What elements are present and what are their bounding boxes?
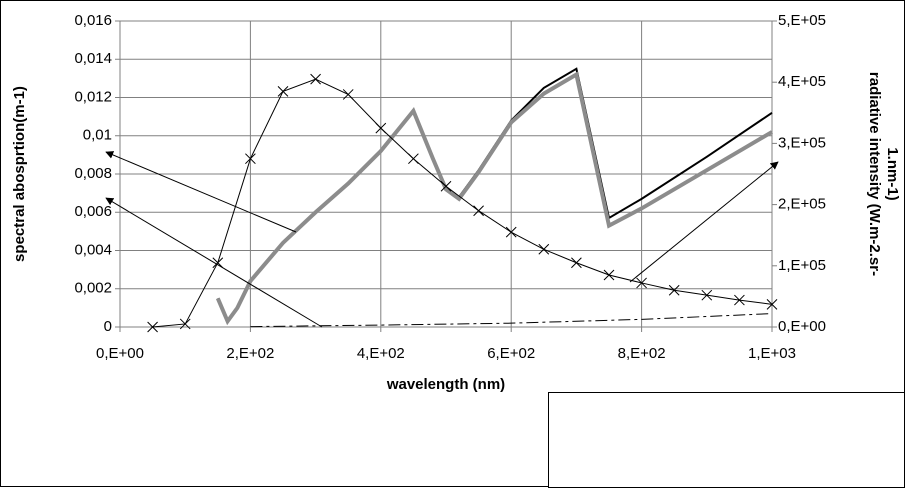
y-tick-label: 0,008	[74, 165, 112, 182]
point-marker	[701, 289, 713, 301]
y2-axis-label: radiative intensity (W.m-2.sr-	[866, 72, 883, 276]
point-marker	[147, 321, 158, 333]
y-tick-label: 0	[104, 318, 112, 335]
point-marker	[310, 73, 321, 85]
series-line	[152, 78, 773, 328]
y2-tick-label: 5,E+05	[778, 12, 826, 29]
series-line	[215, 71, 774, 326]
point-marker	[408, 153, 419, 165]
point-marker	[668, 284, 680, 296]
x-tick-label: 2,E+02	[226, 345, 274, 362]
arrow	[105, 151, 297, 233]
series-line	[250, 313, 773, 328]
point-marker	[342, 89, 354, 100]
x-tick-label: 0,E+00	[96, 345, 144, 362]
x-tick-label: 4,E+02	[357, 345, 405, 362]
point-marker	[375, 122, 387, 134]
x-tick-label: 6,E+02	[487, 345, 535, 362]
point-marker	[179, 318, 191, 330]
point-marker	[636, 277, 647, 289]
y-tick-label: 0,004	[74, 241, 112, 258]
y2-tick-label: 0,E+00	[778, 318, 826, 335]
point-marker	[212, 257, 224, 269]
point-marker	[440, 180, 452, 192]
point-marker	[505, 226, 517, 238]
point-marker	[245, 153, 256, 165]
y-axis-label: spectral abosprtion(m-1)	[11, 86, 28, 262]
y2-tick-label: 1,E+05	[778, 257, 826, 274]
y-tick-label: 0,006	[74, 203, 112, 220]
x-tick-label: 1,E+03	[748, 345, 796, 362]
point-marker	[603, 269, 615, 281]
x-tick-label: 8,E+02	[618, 345, 666, 362]
arrow	[629, 161, 779, 283]
point-marker	[473, 205, 484, 217]
y-tick-label: 0,01	[83, 127, 112, 144]
y2-tick-label: 4,E+05	[778, 73, 826, 90]
point-marker	[277, 86, 289, 97]
y2-tick-label: 2,E+05	[778, 196, 826, 213]
y-tick-label: 0,016	[74, 12, 112, 29]
y2-axis-label: 1.nm-1)	[884, 147, 901, 200]
point-marker	[734, 294, 745, 306]
y-tick-label: 0,012	[74, 88, 112, 105]
y2-tick-label: 3,E+05	[778, 134, 826, 151]
annotation-arrows	[105, 151, 779, 328]
y-tick-label: 0,014	[74, 50, 112, 67]
point-marker	[766, 299, 778, 310]
x-axis-label: wavelength (nm)	[386, 376, 505, 393]
y-tick-label: 0,002	[74, 280, 112, 297]
legend	[548, 392, 905, 488]
point-marker	[571, 257, 582, 269]
point-marker	[538, 243, 550, 255]
arrow	[105, 197, 323, 328]
